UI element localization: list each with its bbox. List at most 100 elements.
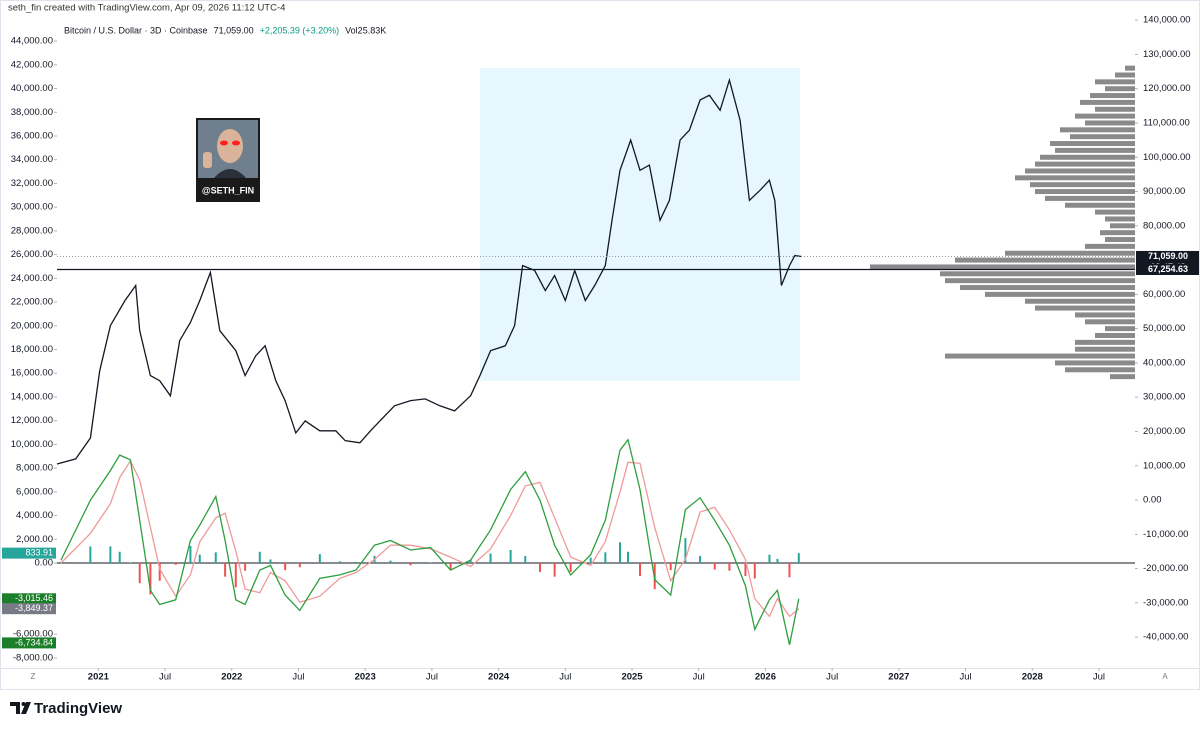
x-tick-label: 2028: [1022, 672, 1043, 683]
volume-profile-bar: [1055, 147, 1135, 153]
x-tick-label: Jul: [1093, 672, 1105, 683]
histogram-bar: [224, 563, 227, 577]
header: seth_fin created with TradingView.com, A…: [8, 3, 285, 14]
volume-profile-bar: [1105, 237, 1135, 243]
histogram-bar: [776, 558, 779, 564]
x-tick-label: Jul: [426, 672, 438, 683]
volume-profile-bar: [940, 271, 1135, 277]
histogram-bar: [429, 562, 432, 564]
indicator-label-bg: [2, 603, 56, 615]
y2-tick-label: 20,000.00: [1143, 426, 1185, 437]
histogram-bar: [158, 563, 161, 581]
legend: Bitcoin / U.S. Dollar · 3D · Coinbase 71…: [64, 25, 386, 35]
y2-tick-label: -10,000.00: [1143, 529, 1188, 540]
y-tick-label: -8,000.00: [13, 652, 53, 663]
x-tick-label: 2027: [888, 672, 909, 683]
histogram-bar: [788, 563, 791, 578]
brand-logo: TradingView: [10, 700, 122, 717]
volume-profile-bar: [1115, 72, 1135, 78]
x-tick-label: 2023: [355, 672, 376, 683]
x-tick-label: 2025: [621, 672, 643, 683]
indicator-label: 833.91: [25, 548, 53, 558]
y2-tick-label: -40,000.00: [1143, 632, 1188, 643]
volume-profile-bar: [1075, 339, 1135, 345]
volume-profile-bar: [1035, 189, 1135, 195]
y-tick-label: 0.00: [35, 558, 54, 569]
watermark-text: @SETH_FIN: [202, 185, 254, 195]
histogram-bar: [538, 563, 541, 572]
volume-profile-bar: [1095, 79, 1135, 85]
y2-tick-label: 100,000.00: [1143, 152, 1191, 163]
histogram-bar: [174, 563, 177, 565]
indicator-label: -3,015.46: [15, 593, 53, 603]
axis-button[interactable]: A: [1162, 672, 1168, 681]
y-tick-label: -6,000.00: [13, 629, 53, 640]
histogram-bar: [258, 551, 261, 564]
hand: [203, 152, 212, 168]
y2-tick-label: 0.00: [1143, 495, 1162, 506]
y-tick-label: 16,000.00: [11, 368, 53, 379]
y-tick-label: 2,000.00: [16, 534, 53, 545]
y2-tick-label: 50,000.00: [1143, 323, 1185, 334]
y-tick-label: 4,000.00: [16, 510, 53, 521]
histogram-bar: [118, 551, 121, 564]
y2-tick-label: -20,000.00: [1143, 563, 1188, 574]
histogram-bar: [489, 553, 492, 564]
histogram-bar: [509, 549, 512, 564]
y2-tick-label: 110,000.00: [1143, 117, 1190, 128]
histogram-bar: [284, 563, 287, 571]
volume-profile-bar: [1095, 333, 1135, 339]
histogram-bar: [524, 555, 527, 564]
y2-tick-label: 40,000.00: [1143, 357, 1185, 368]
y-tick-label: 26,000.00: [11, 249, 53, 260]
face: [217, 129, 243, 163]
watermark-image: @SETH_FIN: [196, 118, 260, 202]
y2-tick-label: 80,000.00: [1143, 220, 1185, 231]
plot-area: 2021 Jul 2022 Jul 2023 Jul 2024 Jul 2025 Jul 2026 J…: [0, 0, 1200, 690]
y-tick-label: 12,000.00: [11, 415, 53, 426]
y2-tick-label: 30,000.00: [1143, 392, 1185, 403]
histogram-bar: [109, 546, 112, 564]
y-tick-label: 36,000.00: [11, 131, 53, 142]
volume-profile-bar: [1100, 230, 1135, 236]
symbol: Bitcoin / U.S. Dollar · 3D · Coinbase: [64, 25, 208, 35]
volume-profile-bar: [1075, 113, 1135, 119]
volume-profile-bar: [1095, 106, 1135, 112]
y2-tick-label: 130,000.00: [1143, 49, 1191, 60]
volume-profile-bar: [1105, 326, 1135, 332]
histogram-bar: [728, 563, 731, 571]
histogram-bar: [713, 563, 716, 570]
series-line: [60, 438, 800, 646]
price-label-bg: [1136, 263, 1199, 275]
y-tick-label: 10,000.00: [11, 439, 53, 450]
y-tick-label: 22,000.00: [11, 297, 53, 308]
volume-profile-bar: [1110, 374, 1135, 380]
y-tick-label: 40,000.00: [11, 83, 53, 94]
volume-profile-bar: [1105, 86, 1135, 92]
histogram-bar: [768, 554, 771, 564]
y-tick-label: 14,000.00: [11, 391, 53, 402]
y-tick-label: 28,000.00: [11, 225, 53, 236]
x-tick-label: Jul: [559, 672, 571, 683]
histogram-bar: [684, 538, 687, 564]
histogram-bar: [699, 555, 702, 564]
volume-profile-bar: [870, 264, 1135, 270]
y-tick-label: 18,000.00: [11, 344, 53, 355]
histogram-bar: [569, 563, 572, 572]
indicator-label-bg: [2, 637, 56, 649]
indicator-label: -6,734.84: [15, 637, 53, 647]
y2-tick-label: 120,000.00: [1143, 83, 1191, 94]
y-tick-label: 34,000.00: [11, 154, 53, 165]
y-tick-label: 32,000.00: [11, 178, 53, 189]
change: +2,205.39 (+3.20%): [260, 25, 340, 35]
x-tick-label: Jul: [693, 672, 705, 683]
y2-tick-label: -30,000.00: [1143, 597, 1188, 608]
volume-profile-bar: [1005, 250, 1135, 256]
histogram-bar: [244, 563, 247, 571]
histogram-bar: [338, 561, 341, 564]
volume-profile-bar: [1090, 93, 1135, 99]
indicator-label-bg: [2, 547, 56, 559]
y-tick-label: 38,000.00: [11, 107, 53, 118]
axis-button[interactable]: Z: [31, 672, 36, 681]
volume-profile-bar: [1085, 243, 1135, 249]
